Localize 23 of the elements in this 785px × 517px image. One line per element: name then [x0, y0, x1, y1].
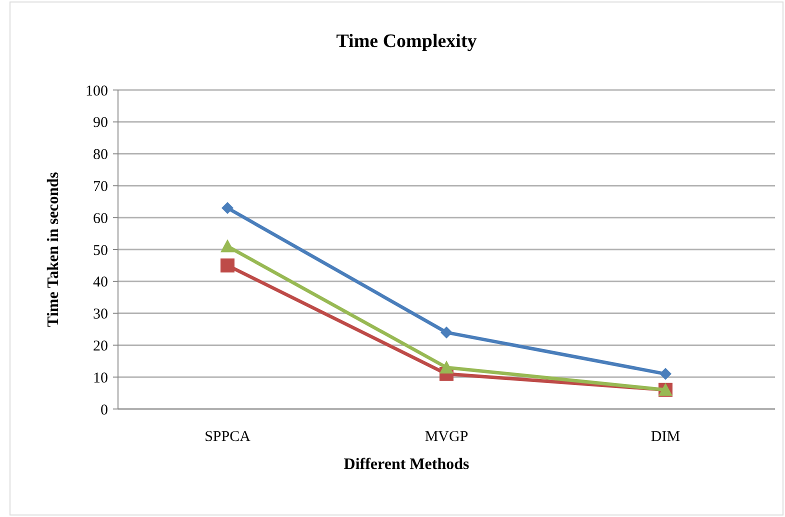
point [220, 258, 234, 272]
y-tick-label: 50 [93, 242, 108, 259]
y-tick-label: 20 [93, 338, 108, 354]
y-tick-label: 90 [93, 115, 108, 132]
y-tick-label: 80 [93, 147, 108, 164]
y-tick-label: 60 [93, 210, 108, 227]
point [440, 326, 452, 338]
y-tick-label: 70 [93, 178, 108, 195]
y-tick-label: 30 [93, 306, 108, 323]
point [220, 239, 234, 252]
y-tick-label: 40 [93, 274, 108, 291]
point [440, 360, 454, 374]
y-tick-label: 0 [100, 402, 108, 418]
y-tick-label: 10 [93, 370, 108, 386]
x-tick-label: SPPCA [204, 429, 251, 445]
x-tick-label: MVGP [424, 429, 468, 445]
point [660, 368, 672, 380]
chart-title: Time Complexity [336, 31, 478, 52]
y-axis-title: Time Taken in seconds [45, 172, 62, 327]
x-axis-title: Different Methods [344, 456, 470, 473]
y-tick-label: 100 [86, 83, 108, 100]
x-tick-label: DIM [650, 429, 680, 445]
point [222, 202, 234, 214]
